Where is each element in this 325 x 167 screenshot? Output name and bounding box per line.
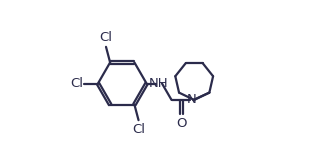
- Text: Cl: Cl: [132, 123, 145, 136]
- Text: O: O: [176, 118, 187, 130]
- Text: NH: NH: [149, 77, 168, 90]
- Text: N: N: [187, 93, 197, 106]
- Text: Cl: Cl: [70, 77, 83, 90]
- Text: Cl: Cl: [99, 31, 112, 44]
